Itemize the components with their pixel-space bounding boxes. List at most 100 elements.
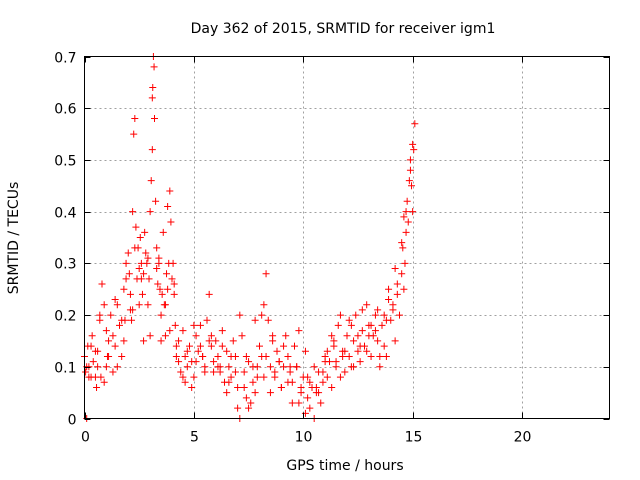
data-point-marker <box>269 332 277 340</box>
data-point-marker <box>356 358 364 366</box>
data-point-marker <box>396 311 403 319</box>
chart-title: Day 362 of 2015, SRMTID for receiver igm… <box>191 21 496 37</box>
data-point-marker <box>164 285 172 293</box>
x-tick-label: 5 <box>190 430 199 446</box>
data-point-marker <box>288 399 296 407</box>
data-point-marker <box>218 342 226 350</box>
data-point-marker <box>380 311 388 319</box>
data-point-marker <box>126 290 134 298</box>
data-point-marker <box>352 311 360 319</box>
data-point-marker <box>158 290 166 298</box>
data-point-marker <box>210 368 218 376</box>
data-point-marker <box>229 337 237 345</box>
data-point-marker <box>170 290 178 298</box>
data-point-marker <box>136 234 144 241</box>
data-point-marker <box>216 368 224 376</box>
data-point-marker <box>410 146 418 154</box>
data-point-marker <box>363 347 371 355</box>
data-point-marker <box>147 177 155 185</box>
data-point-marker <box>358 327 366 335</box>
data-point-marker <box>151 115 158 123</box>
data-point-marker <box>234 383 242 391</box>
data-point-marker <box>167 218 175 226</box>
x-tick-label: 20 <box>514 430 532 446</box>
data-point-marker <box>148 94 156 102</box>
data-point-marker <box>301 347 309 355</box>
data-point-marker <box>218 327 226 335</box>
data-point-marker <box>172 352 180 360</box>
data-point-marker <box>385 296 393 304</box>
data-point-marker <box>122 259 130 267</box>
data-point-marker <box>317 399 325 407</box>
data-point-marker <box>179 327 187 335</box>
data-point-marker <box>367 352 375 360</box>
data-point-marker <box>129 208 137 216</box>
data-point-marker <box>107 311 115 319</box>
data-point-marker <box>130 130 138 138</box>
data-point-marker <box>157 337 165 345</box>
data-point-marker <box>401 259 409 267</box>
data-point-marker <box>124 249 132 257</box>
data-point-marker <box>295 399 303 407</box>
data-point-marker <box>350 363 358 371</box>
plot-frame <box>84 56 610 419</box>
data-point-marker <box>398 270 406 278</box>
data-point-marker <box>382 316 390 324</box>
data-point-marker <box>164 202 172 210</box>
data-point-marker <box>93 383 101 391</box>
data-point-marker <box>183 347 191 355</box>
data-point-marker <box>256 342 263 350</box>
data-point-marker <box>312 383 320 391</box>
data-point-marker <box>166 327 174 335</box>
data-point-marker <box>260 373 268 381</box>
data-point-marker <box>150 63 158 71</box>
data-point-marker <box>199 352 207 360</box>
data-point-marker <box>152 197 160 205</box>
data-point-marker <box>170 280 178 288</box>
data-point-marker <box>306 404 314 412</box>
y-tick-label: 0.2 <box>54 309 76 325</box>
data-point-marker <box>201 368 209 376</box>
data-point-marker <box>409 140 417 148</box>
data-point-marker <box>140 270 148 278</box>
data-point-marker <box>169 259 177 267</box>
data-point-marker <box>109 368 117 376</box>
data-point-marker <box>371 327 379 335</box>
data-point-marker <box>286 363 294 371</box>
data-point-marker <box>149 84 157 92</box>
data-point-marker <box>100 301 108 309</box>
data-point-marker <box>249 378 257 386</box>
data-point-marker <box>304 373 312 381</box>
data-point-marker <box>315 389 323 397</box>
data-point-marker <box>96 311 104 319</box>
data-point-marker <box>332 358 340 366</box>
data-point-marker <box>391 337 399 345</box>
data-point-marker <box>336 311 344 319</box>
data-point-marker <box>404 218 412 226</box>
data-point-marker <box>411 120 419 128</box>
data-point-marker <box>98 280 106 288</box>
data-point-marker <box>330 337 338 345</box>
data-point-marker <box>367 321 375 329</box>
data-point-marker <box>111 296 119 304</box>
data-point-marker <box>406 166 414 174</box>
data-point-marker <box>203 316 211 324</box>
data-point-marker <box>135 301 143 309</box>
data-point-marker <box>109 332 117 340</box>
data-point-marker <box>282 332 290 340</box>
data-point-marker <box>393 280 401 288</box>
data-point-marker <box>205 337 213 345</box>
data-point-marker <box>153 244 161 252</box>
data-point-marker <box>153 265 161 273</box>
data-point-marker <box>240 383 248 391</box>
data-point-marker <box>251 316 259 324</box>
data-point-marker <box>100 378 108 386</box>
data-point-marker <box>358 306 366 314</box>
data-point-marker <box>406 156 414 164</box>
data-point-marker <box>240 368 248 376</box>
data-point-marker <box>131 115 139 123</box>
y-tick-label: 0.1 <box>54 361 76 377</box>
grid <box>84 56 610 419</box>
data-point-marker <box>403 197 411 205</box>
